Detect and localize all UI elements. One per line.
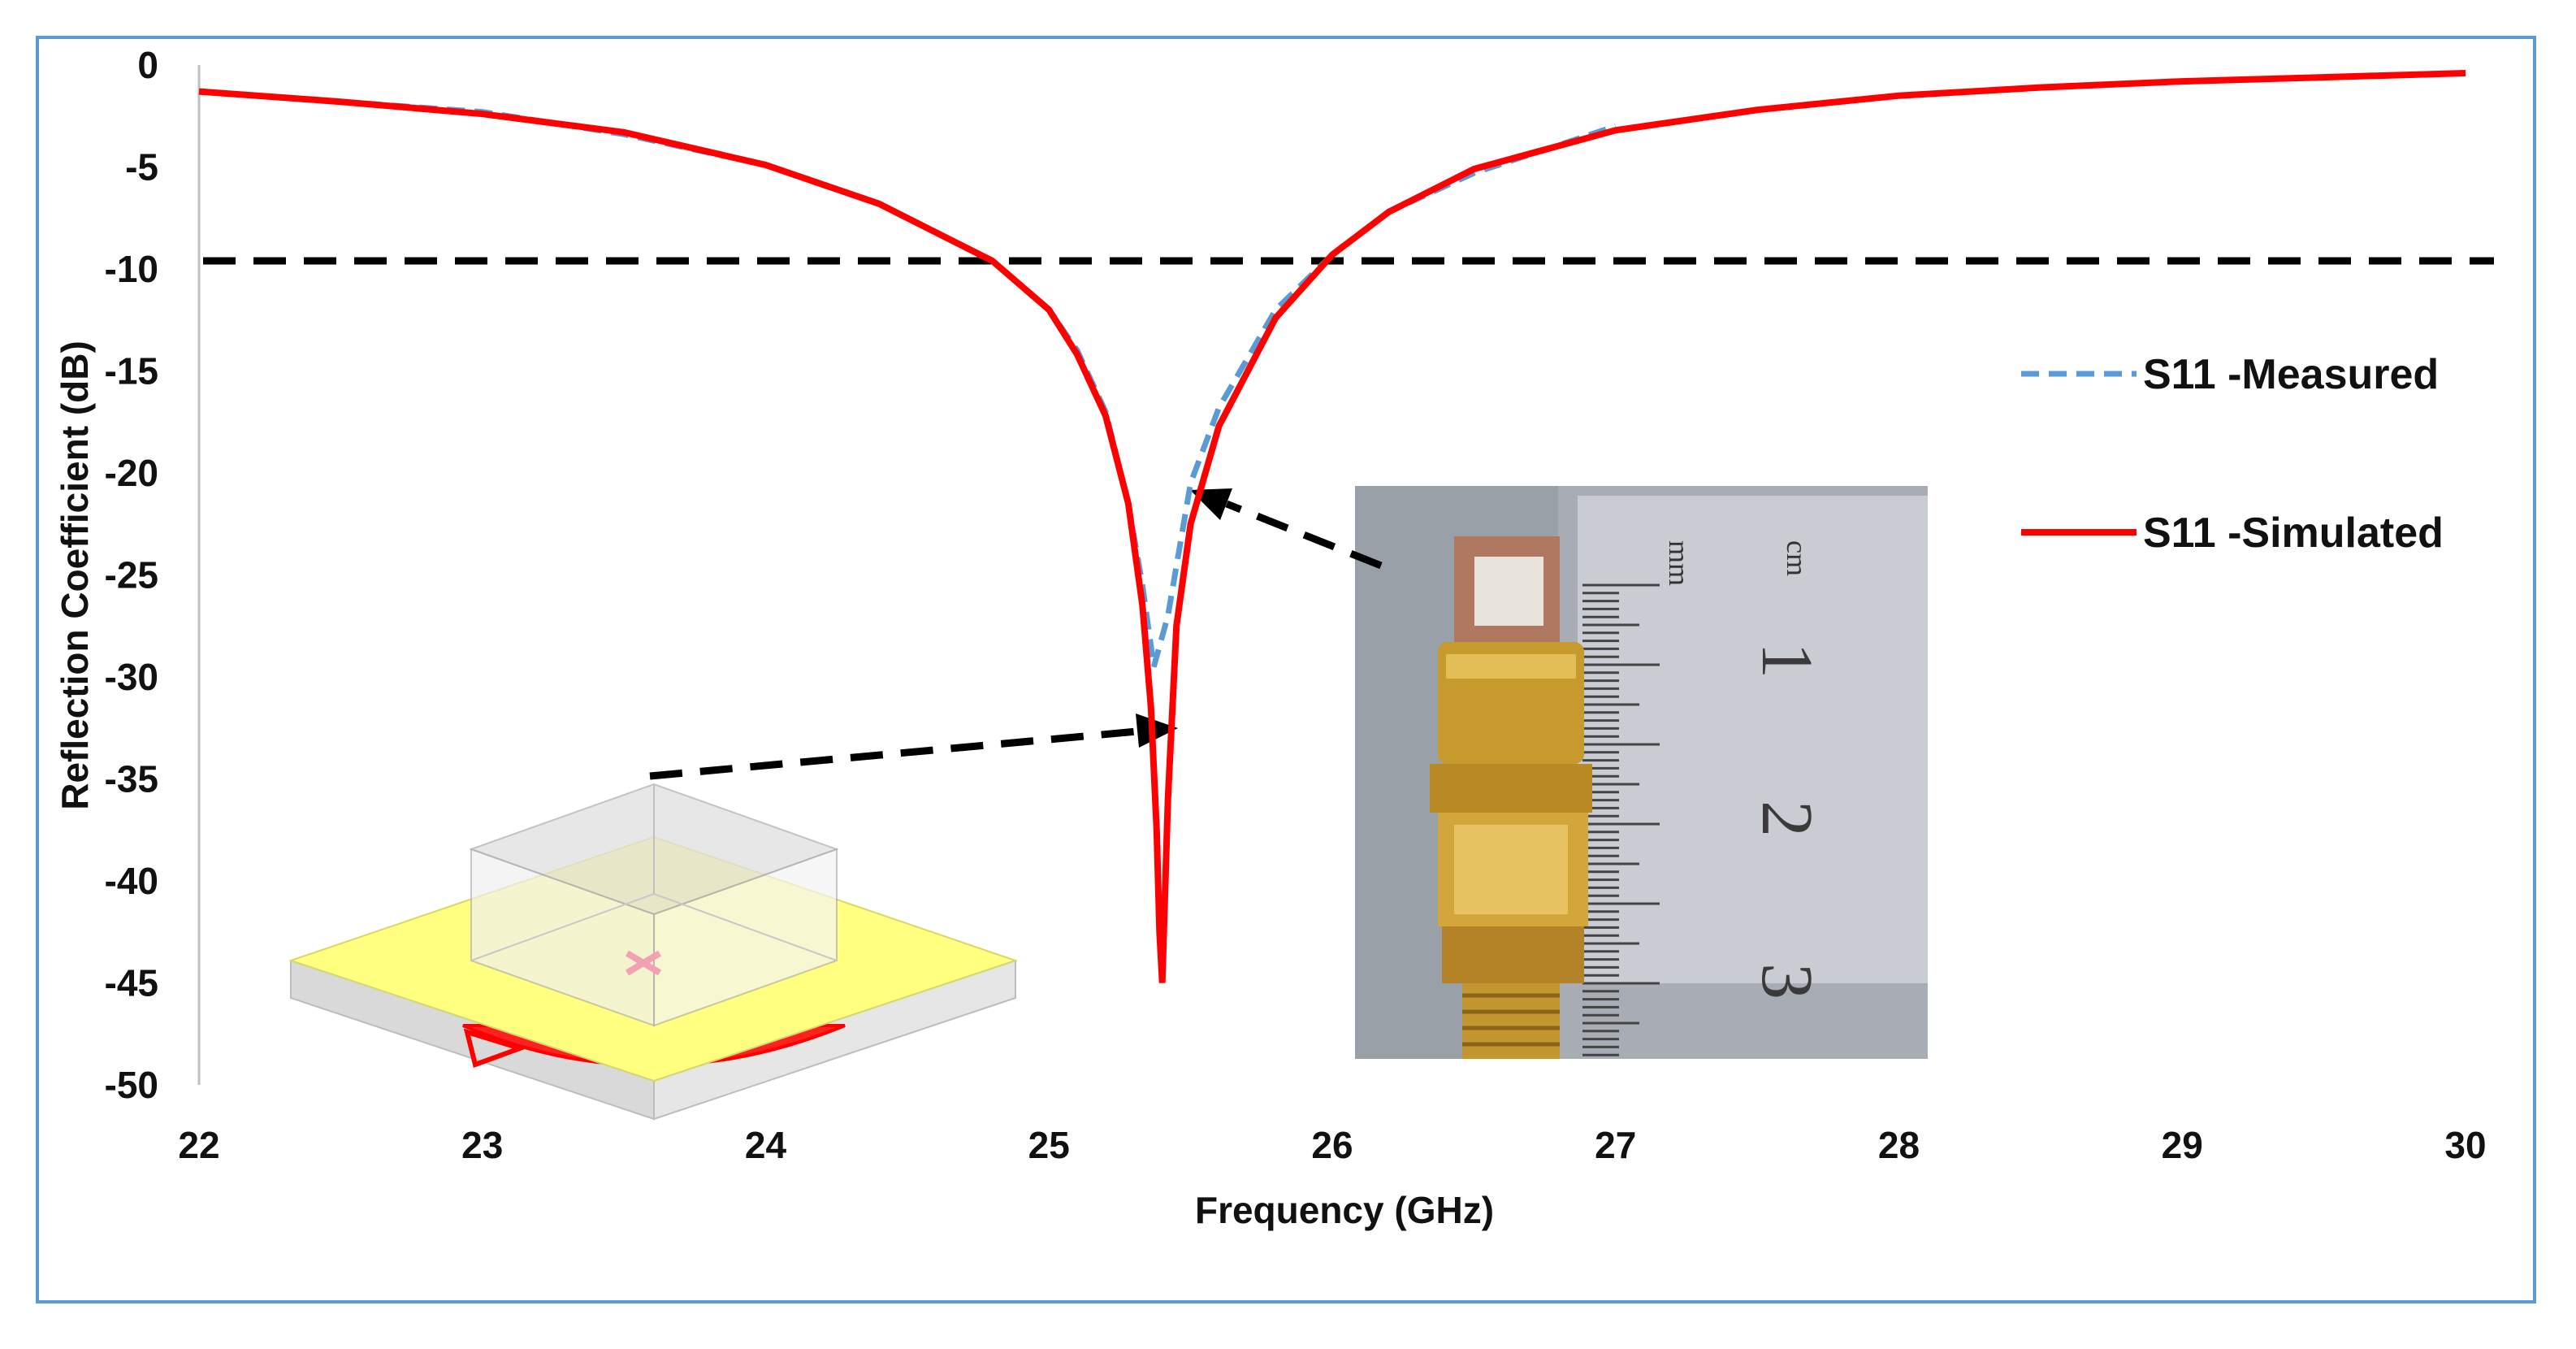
fabricated-prototype-photo: mm cm 1 2 3 — [1355, 486, 1928, 1059]
y-tick-label: 0 — [137, 44, 158, 86]
x-tick-label: 29 — [2162, 1124, 2203, 1166]
callout-arrow-to-simulated — [649, 714, 1178, 780]
y-tick-label: -45 — [105, 962, 158, 1004]
y-tick-label: -5 — [125, 146, 158, 189]
x-axis-title: Frequency (GHz) — [1195, 1189, 1494, 1231]
x-tick-label: 24 — [745, 1124, 787, 1166]
callout-arrow-to-measured — [1190, 488, 1383, 570]
legend: S11 -Measured S11 -Simulated — [2021, 351, 2444, 557]
x-tick-label: 28 — [1878, 1124, 1920, 1166]
ruler-unit-cm: cm — [1781, 540, 1813, 576]
x-tick-label: 22 — [178, 1124, 219, 1166]
x-tick-label: 26 — [1311, 1124, 1353, 1166]
y-tick-label: -10 — [105, 248, 158, 290]
x-tick-labels: 22 23 24 25 26 27 28 29 30 — [178, 1124, 2486, 1166]
y-axis-title: Reflection Coefficient (dB) — [54, 341, 96, 810]
y-tick-label: -40 — [105, 860, 158, 902]
x-tick-label: 25 — [1028, 1124, 1070, 1166]
x-tick-label: 27 — [1595, 1124, 1636, 1166]
antenna-3d-model-icon — [288, 783, 1019, 1121]
y-tick-labels: 0 -5 -10 -15 -20 -25 -30 -35 -40 -45 -50 — [105, 44, 158, 1106]
y-tick-label: -25 — [105, 554, 158, 596]
chart-frame — [36, 36, 2536, 1303]
y-tick-label: -15 — [105, 350, 158, 393]
x-tick-label: 30 — [2444, 1124, 2486, 1166]
legend-label-measured: S11 -Measured — [2143, 351, 2439, 398]
ruler-unit-mm: mm — [1663, 540, 1695, 586]
y-tick-label: -30 — [105, 656, 158, 698]
ruler-mark-3: 3 — [1747, 963, 1827, 1000]
x-tick-label: 23 — [461, 1124, 503, 1166]
ruler-mark-1: 1 — [1747, 642, 1827, 679]
y-tick-label: -35 — [105, 758, 158, 800]
ruler-mark-2: 2 — [1747, 800, 1827, 837]
y-tick-label: -20 — [105, 452, 158, 494]
ruler-scale — [1582, 583, 1660, 1056]
legend-label-simulated: S11 -Simulated — [2143, 510, 2444, 557]
y-tick-label: -50 — [105, 1064, 158, 1106]
series-line-simulated — [198, 70, 2466, 983]
